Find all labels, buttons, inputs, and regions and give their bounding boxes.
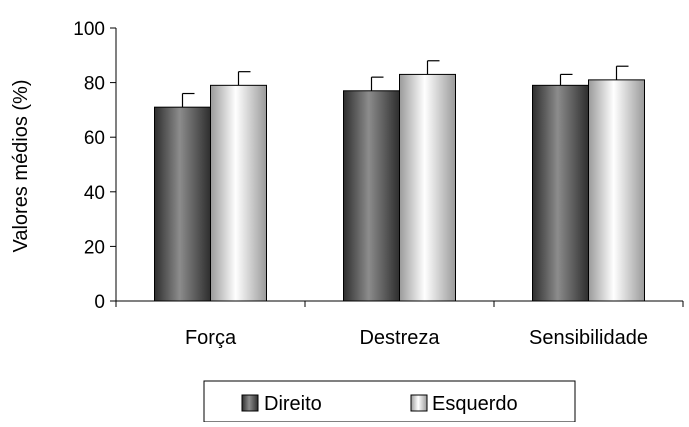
y-tick-label: 60	[84, 128, 105, 149]
y-tick-label: 20	[84, 237, 105, 258]
bar-esquerdo-1	[399, 73, 456, 302]
y-tick-label: 0	[94, 292, 105, 313]
y-tick-label: 80	[84, 74, 105, 95]
bar-esquerdo-2	[588, 79, 645, 302]
legend-label-esquerdo: Esquerdo	[432, 393, 518, 415]
legend-swatch-esquerdo	[410, 394, 428, 412]
bar-direito-2	[532, 84, 589, 302]
legend: Direito Esquerdo	[203, 380, 576, 423]
y-axis-title: Valores médios (%)	[10, 79, 32, 252]
bar-direito-1	[343, 90, 400, 302]
y-tick-label: 40	[84, 183, 105, 204]
x-category-label: Destreza	[359, 327, 440, 349]
y-tick-label: 100	[73, 19, 105, 40]
x-category-label: Força	[185, 327, 237, 349]
x-category-label: Sensibilidade	[529, 327, 648, 349]
legend-frame	[203, 380, 576, 423]
legend-label-direito: Direito	[264, 393, 322, 415]
bar-direito-0	[154, 106, 211, 302]
bar-esquerdo-0	[210, 84, 267, 302]
legend-swatch-direito	[241, 394, 259, 412]
